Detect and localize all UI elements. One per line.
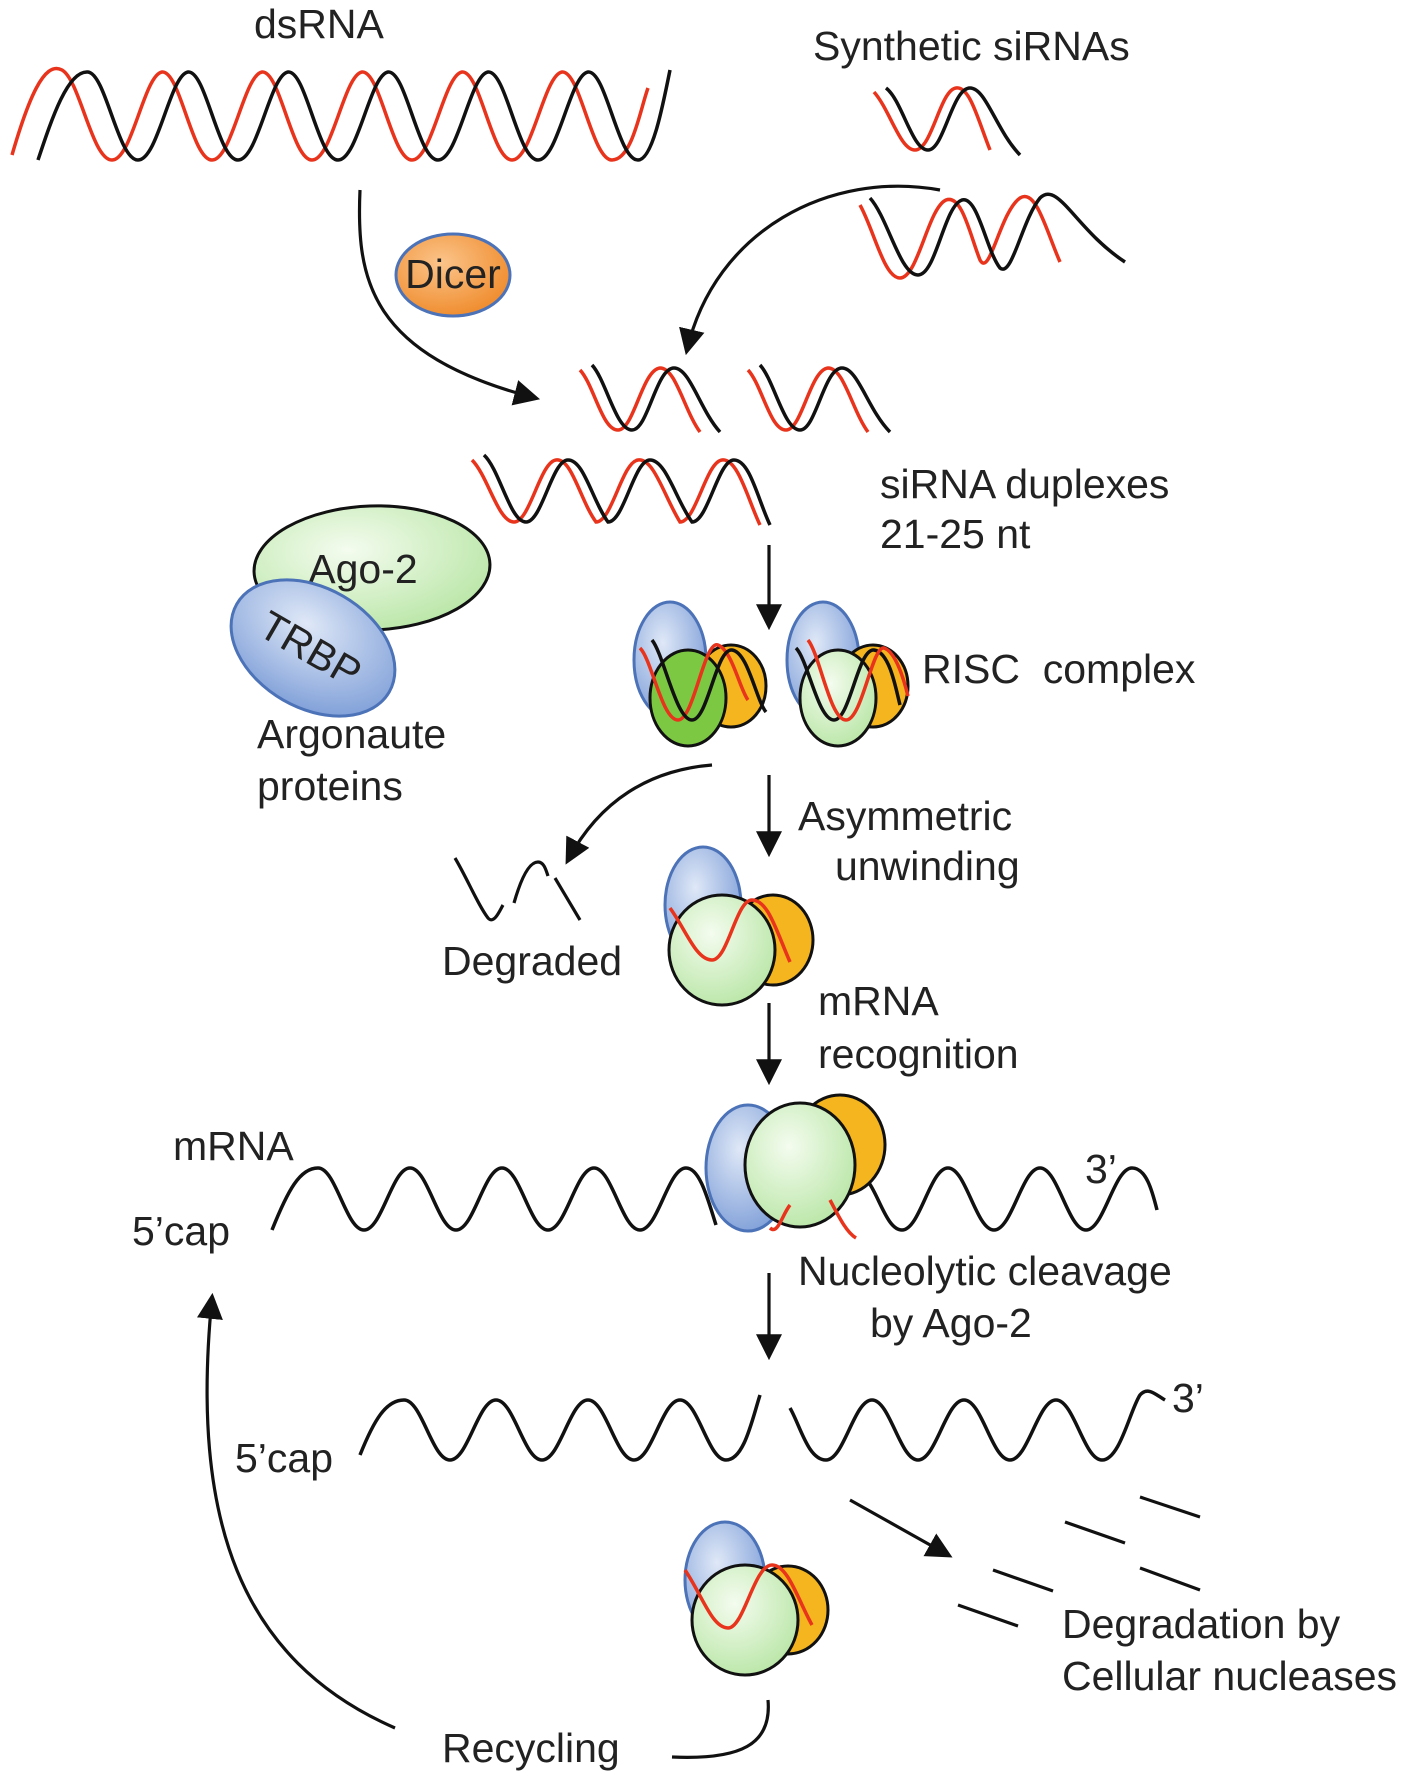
active-risc-complex [663, 845, 815, 1007]
argonaute-label: Argonaute [257, 711, 446, 757]
recognition-label: recognition [818, 1031, 1019, 1077]
cleaved-mrna-3prime [788, 1389, 1166, 1462]
arrow-synthetic-entry [679, 184, 941, 356]
nuclease-fragments [957, 1495, 1201, 1628]
mrna-label: mRNA [173, 1123, 294, 1169]
sirna-length-label: 21-25 nt [880, 511, 1031, 557]
three-prime-top-label: 3’ [1085, 1146, 1117, 1192]
three-prime-bottom-label: 3’ [1172, 1375, 1204, 1421]
five-prime-cap-top-label: 5’cap [132, 1208, 230, 1254]
sirna-duplex-2 [746, 363, 892, 434]
argonaute-proteins: Ago-2 TRBP [229, 504, 492, 718]
sirna-duplexes-label: siRNA duplexes [880, 461, 1169, 507]
recycling-label: Recycling [442, 1725, 620, 1771]
cellular-nucleases-label: Cellular nucleases [1062, 1653, 1397, 1699]
risc-complex-2 [785, 600, 910, 748]
degradation-label: Degradation by [1062, 1601, 1341, 1647]
risc-complex-1 [632, 600, 768, 748]
recycled-risc-complex [683, 1520, 830, 1677]
synthetic-sirnas-label: Synthetic siRNAs [813, 23, 1130, 69]
mrna-recognition-label: mRNA [818, 978, 939, 1024]
asymmetric-label: Asymmetric [798, 793, 1012, 839]
unwinding-label: unwinding [835, 843, 1020, 889]
argonaute-proteins-label: proteins [257, 763, 403, 809]
dicer-enzyme: Dicer [394, 232, 512, 318]
sirna-duplex-1 [578, 363, 722, 434]
degraded-fragments [453, 857, 582, 922]
by-ago2-label: by Ago-2 [870, 1300, 1032, 1346]
nucleolytic-cleavage-label: Nucleolytic cleavage [798, 1248, 1172, 1294]
dicer-label: Dicer [405, 251, 501, 297]
ago2-label: Ago-2 [308, 546, 417, 592]
recycling-arrow [197, 1292, 396, 1730]
synthetic-sirna-short [872, 86, 1022, 157]
mrna-strand [270, 1166, 1159, 1232]
arrow-dicer-cleavage [357, 189, 541, 406]
degraded-label: Degraded [442, 938, 622, 984]
dsrna-helix [10, 66, 672, 162]
risc-complex-label: RISC complex [922, 646, 1196, 692]
recycling-return-arrow [671, 1699, 770, 1759]
five-prime-cap-bottom-label: 5’cap [235, 1435, 333, 1481]
cleaved-mrna-5prime [358, 1394, 762, 1462]
arrow-to-degraded [565, 763, 713, 865]
sirna-duplex-3 [470, 453, 772, 526]
synthetic-sirna-long [858, 192, 1126, 280]
arrow-degradation [849, 1498, 953, 1558]
risc-bound-mrna [704, 1093, 887, 1240]
dsrna-label: dsRNA [254, 1, 385, 47]
